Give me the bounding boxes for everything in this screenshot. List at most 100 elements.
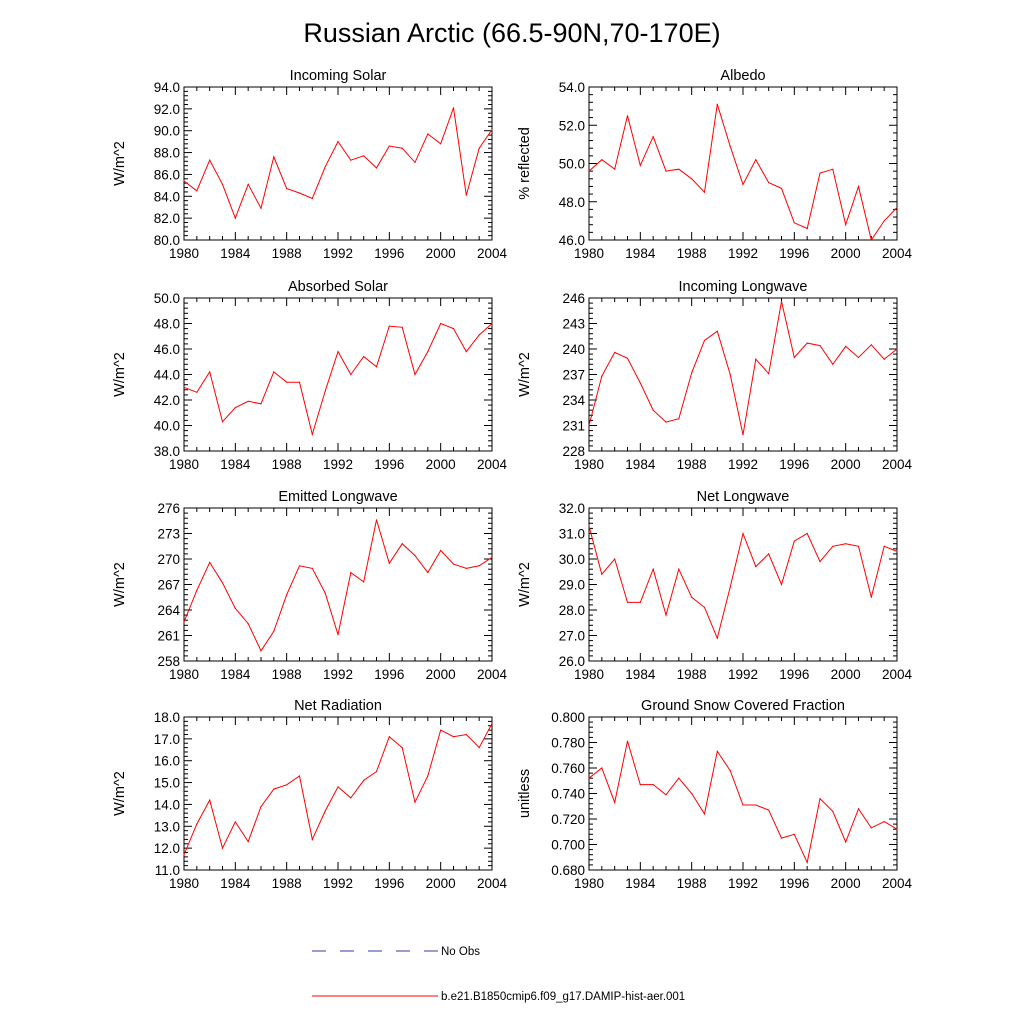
data-point [652,784,654,786]
data-point [845,345,847,347]
series-line-net-longwave [588,525,898,640]
data-point [465,194,467,196]
data-point [401,147,403,149]
data-point [388,562,390,564]
data-point [780,583,783,586]
y-tick-label: 264 [157,603,180,618]
data-point [793,222,795,224]
x-tick-label: 2004 [882,876,913,891]
y-tick-label: 26.0 [559,654,585,669]
data-point [196,823,198,825]
data-point [588,525,590,527]
data-point [883,545,885,547]
data-point [298,565,301,567]
data-point [465,351,467,353]
series-line-absorbed-solar [183,322,493,437]
data-point [247,623,249,625]
y-tick-label: 32.0 [559,501,585,516]
series-line-incoming-longwave [588,301,898,435]
x-tick-label: 1984 [625,246,656,261]
x-tick-label: 2000 [831,457,861,472]
data-point [678,777,680,779]
x-tick-label: 2004 [477,667,508,682]
data-point [388,325,390,327]
data-point [639,164,641,166]
data-point [388,145,390,147]
y-axis-label: W/m^2 [112,352,128,397]
y-tick-label: 11.0 [155,863,180,878]
data-point [260,806,262,808]
data-point [729,145,731,147]
x-tick-label: 1992 [323,457,353,472]
y-tick-label: 46.0 [559,233,585,248]
data-point [286,188,288,190]
data-point [414,161,416,163]
data-point [363,779,365,782]
y-tick-label: 0.780 [551,736,585,751]
plot-frame [588,716,898,871]
x-tick-label: 1980 [574,876,604,891]
data-point [691,178,693,180]
data-point [337,141,339,143]
plot-frame [183,507,493,662]
legend-label-model: b.e21.B1850cmip6.f09_g17.DAMIP-hist-aer.… [441,991,685,1003]
data-point [768,553,770,555]
data-point [491,129,493,131]
data-point [401,326,403,328]
plot-frame [588,297,898,452]
data-point [221,421,224,423]
data-point [601,159,603,161]
data-point [209,799,211,801]
data-point [729,770,731,772]
data-point [311,433,313,435]
data-point [755,566,757,568]
data-point [652,136,654,138]
data-point [716,637,718,639]
data-point [652,568,654,570]
data-point [832,363,834,365]
x-tick-label: 1992 [323,876,353,891]
x-tick-label: 1988 [272,667,302,682]
data-point [452,563,455,565]
data-point [639,382,641,384]
data-point [716,103,718,105]
data-point [427,775,429,777]
y-axis-label: W/m^2 [517,352,533,397]
legend: No Obs b.e21.B1850cmip6.f09_g17.DAMIP-hi… [312,946,685,1003]
x-tick-label: 2004 [882,246,913,261]
data-point [311,567,313,570]
x-tick-label: 1980 [169,457,199,472]
data-point [691,596,693,598]
panel-incoming-solar: Incoming Solar 1980 1984 1988 1992 1996 2000 20… [112,68,508,261]
data-point [298,192,301,194]
data-point [626,357,629,359]
data-point [440,143,442,145]
y-tick-label: 231 [562,419,585,434]
data-point [832,810,834,813]
plot-frame [183,86,493,241]
y-axis-label: W/m^2 [112,562,128,607]
data-point [209,561,211,564]
data-point [665,794,667,796]
data-point [388,736,390,738]
panel-ground-snow-covered-fraction: Ground Snow Covered Fraction 1980 1984 1988… [517,698,913,891]
y-tick-label: 246 [562,291,585,306]
y-tick-label: 27.0 [559,629,585,644]
data-point [729,373,731,376]
x-tick-label: 1996 [779,667,809,682]
data-point [363,581,365,583]
y-tick-label: 84.0 [154,189,180,204]
data-point [234,407,236,409]
y-tick-label: 31.0 [559,527,585,542]
y-tick-label: 40.0 [154,419,180,434]
x-tick-label: 1996 [374,457,404,472]
x-tick-label: 2000 [831,876,861,891]
data-point [742,434,744,436]
x-tick-label: 1980 [169,876,199,891]
series-line-emitted-longwave [183,519,493,652]
panel-net-longwave: Net Longwave 1980 1984 1988 1992 1996 2000 2004… [517,489,913,682]
x-tick-label: 1984 [220,457,251,472]
data-point [896,206,898,209]
data-point [703,191,706,193]
data-point [703,606,706,609]
